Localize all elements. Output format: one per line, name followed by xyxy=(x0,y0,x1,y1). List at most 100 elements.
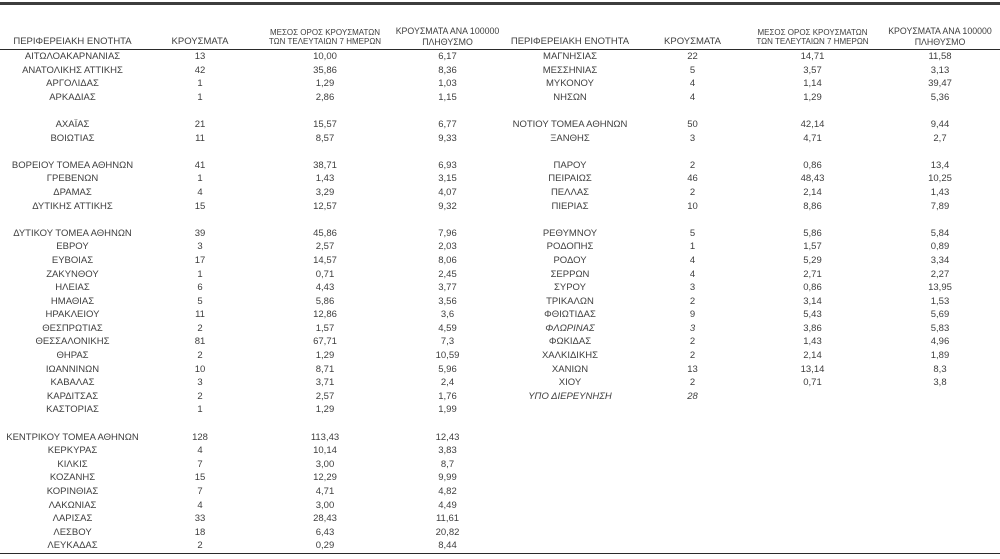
avg7-cell: 113,43 xyxy=(310,431,340,443)
region-name-cell xyxy=(500,431,640,445)
region-name-cell: ΚΑΒΑΛΑΣ xyxy=(50,377,95,389)
avg7-cell xyxy=(745,485,880,499)
cases-cell: 4 xyxy=(689,268,696,280)
region-name-cell xyxy=(500,213,640,227)
region-name-cell: ΣΕΡΡΩΝ xyxy=(550,268,590,280)
cases-cell: 15 xyxy=(194,472,206,484)
region-name-cell: ΚΟΖΑΝΗΣ xyxy=(49,472,96,484)
avg7-cell: 42,14 xyxy=(800,118,825,130)
avg7-cell: 4,71 xyxy=(803,132,822,144)
per100k-cell: 1,03 xyxy=(438,78,457,90)
region-name-cell: ΛΑΚΩΝΙΑΣ xyxy=(48,499,97,511)
table-row: ΚΑΒΑΛΑΣ 3 3,71 2,4 ΧΙΟΥ 2 0,71 3,8 xyxy=(0,376,1000,390)
cases-cell: 5 xyxy=(197,295,203,307)
avg7-cell: 2,14 xyxy=(803,186,822,198)
per100k-cell xyxy=(395,417,500,431)
per100k-cell: 8,06 xyxy=(438,254,457,266)
region-name-cell: ΡΟΔΟΠΗΣ xyxy=(546,241,594,253)
cases-cell: 42 xyxy=(194,64,206,76)
cases-cell: 2 xyxy=(689,377,696,389)
cases-cell xyxy=(145,145,255,159)
table-row: ΛΑΚΩΝΙΑΣ 4 3,00 4,49 xyxy=(0,499,1000,513)
avg7-cell: 5,86 xyxy=(315,295,335,307)
cases-cell: 128 xyxy=(192,431,208,443)
per100k-cell: 13,95 xyxy=(928,282,952,294)
region-name-cell: ΘΗΡΑΣ xyxy=(56,350,89,362)
per100k-cell xyxy=(880,512,1000,526)
region-name-cell xyxy=(0,213,145,227)
cases-cell: 2 xyxy=(689,186,696,198)
column-header-line: ΚΡΟΥΣΜΑΤΑ xyxy=(171,36,229,47)
avg7-cell xyxy=(745,104,880,118)
region-name-cell: ΦΘΙΩΤΙΔΑΣ xyxy=(544,309,596,321)
cases-cell xyxy=(640,145,745,159)
region-name-cell xyxy=(500,512,640,526)
avg7-cell: 3,71 xyxy=(315,377,335,389)
per100k-cell: 8,44 xyxy=(438,540,457,552)
cases-cell: 81 xyxy=(194,336,206,348)
table-row: ΚΑΡΔΙΤΣΑΣ 2 2,57 1,76 ΥΠΟ ΔΙΕΡΕΥΝΗΣΗ 28 xyxy=(0,390,1000,404)
per100k-cell: 6,93 xyxy=(438,159,457,171)
per100k-cell: 9,32 xyxy=(438,200,457,212)
region-name-cell: ΑΡΓΟΛΙΔΑΣ xyxy=(46,78,99,90)
cases-cell: 41 xyxy=(194,159,206,171)
per100k-cell: 0,89 xyxy=(930,241,950,253)
column-header-avg7-right: ΜΕΣΟΣ ΟΡΟΣ ΚΡΟΥΣΜΑΤΩΝ ΤΩΝ ΤΕΛΕΥΤΑΙΩΝ 7 ΗΜ… xyxy=(745,5,880,50)
avg7-cell: 35,86 xyxy=(313,64,337,76)
per100k-cell: 2,27 xyxy=(930,268,950,280)
avg7-cell: 12,57 xyxy=(313,200,337,212)
per100k-cell xyxy=(880,539,1000,553)
per100k-cell xyxy=(880,213,1000,227)
avg7-cell: 1,57 xyxy=(315,322,335,334)
region-name-cell: ΧΑΝΙΩΝ xyxy=(551,363,589,375)
cases-cell: 39 xyxy=(194,227,206,239)
column-header-line: ΠΕΡΙΦΕΡΕΙΑΚΗ ΕΝΟΤΗΤΑ xyxy=(13,36,132,47)
table-row: ΒΟΡΕΙΟΥ ΤΟΜΕΑ ΑΘΗΝΩΝ 41 38,71 6,93 ΠΑΡΟΥ 2 0,8… xyxy=(0,159,1000,173)
avg7-cell xyxy=(745,431,880,445)
table-row xyxy=(0,104,1000,118)
cases-cell: 13 xyxy=(194,51,206,62)
avg7-cell: 3,29 xyxy=(315,186,335,198)
table-row: ΑΡΓΟΛΙΔΑΣ 1 1,29 1,03 ΜΥΚΟΝΟΥ 4 1,14 39,47 xyxy=(0,77,1000,91)
per100k-cell: 20,82 xyxy=(435,526,460,538)
cases-cell xyxy=(145,104,255,118)
per100k-cell: 8,36 xyxy=(438,64,457,76)
per100k-cell: 1,89 xyxy=(930,350,950,362)
table-row xyxy=(0,213,1000,227)
header-row: ΠΕΡΙΦΕΡΕΙΑΚΗ ΕΝΟΤΗΤΑ ΚΡΟΥΣΜΑΤΑ ΜΕΣΟΣ ΟΡΟΣ … xyxy=(0,5,1000,50)
cases-cell: 33 xyxy=(194,513,206,525)
per100k-cell xyxy=(880,499,1000,513)
column-header-line: ΜΕΣΟΣ ΟΡΟΣ ΚΡΟΥΣΜΑΤΩΝ xyxy=(757,27,868,37)
table-row: ΚΙΛΚΙΣ 7 3,00 8,7 xyxy=(0,458,1000,472)
region-name-cell: ΜΥΚΟΝΟΥ xyxy=(546,78,594,90)
cases-cell: 2 xyxy=(197,350,203,362)
table-body: ΑΙΤΩΛΟΑΚΑΡΝΑΝΙΑΣ 13 10,00 6,17 ΜΑΓΝΗΣΙΑΣ 22 14… xyxy=(0,50,1000,554)
cases-cell xyxy=(640,403,745,417)
per100k-cell: 4,49 xyxy=(438,499,457,511)
cases-cell: 2 xyxy=(197,390,203,402)
avg7-cell: 3,57 xyxy=(803,64,822,76)
per100k-cell xyxy=(880,526,1000,540)
cases-cell: 7 xyxy=(197,486,203,497)
region-name-cell: ΗΡΑΚΛΕΙΟΥ xyxy=(45,309,100,321)
region-name-cell: ΡΟΔΟΥ xyxy=(553,254,587,266)
region-name-cell: ΗΜΑΘΙΑΣ xyxy=(50,295,95,307)
avg7-cell: 4,71 xyxy=(315,486,335,497)
avg7-cell: 8,86 xyxy=(803,200,822,212)
region-name-cell xyxy=(500,145,640,159)
cases-cell: 4 xyxy=(197,499,203,511)
per100k-cell: 9,99 xyxy=(438,472,457,484)
cases-cell: 4 xyxy=(689,91,696,103)
per100k-cell: 10,59 xyxy=(435,350,460,362)
column-header-line: ΚΡΟΥΣΜΑΤΑ ΑΝΑ 100000 xyxy=(888,26,992,37)
per100k-cell: 3,6 xyxy=(440,309,455,321)
cases-cell: 2 xyxy=(197,540,203,552)
avg7-cell: 38,71 xyxy=(313,159,337,171)
region-name-cell xyxy=(500,403,640,417)
per100k-cell xyxy=(880,431,1000,445)
per100k-cell xyxy=(395,104,500,118)
region-name-cell xyxy=(500,485,640,499)
table-row xyxy=(0,145,1000,159)
column-header-line: ΤΩΝ ΤΕΛΕΥΤΑΙΩΝ 7 ΗΜΕΡΩΝ xyxy=(756,37,869,47)
per100k-cell: 8,3 xyxy=(933,363,947,375)
